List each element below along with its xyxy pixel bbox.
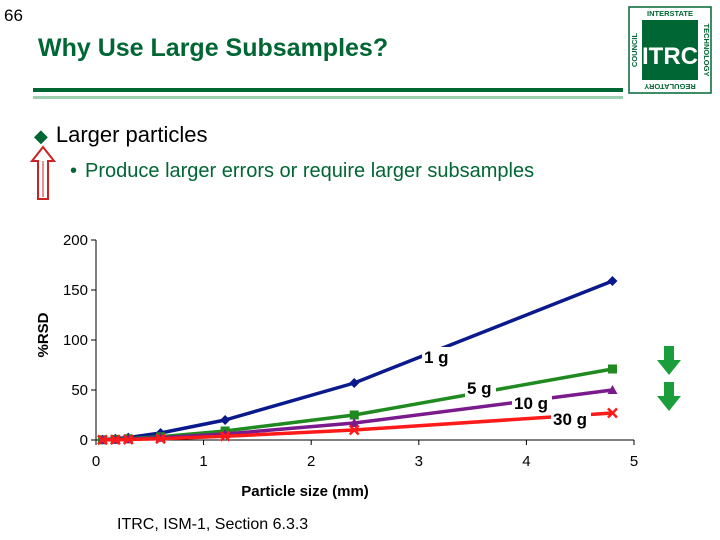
data-point — [97, 434, 108, 446]
series-label-bg — [551, 409, 591, 429]
data-point — [349, 410, 359, 420]
data-point — [607, 385, 618, 394]
data-point — [607, 364, 617, 374]
series-label-bg — [512, 393, 552, 413]
slide-number: 66 — [4, 6, 23, 25]
series-label: 5 g — [467, 379, 492, 398]
series-label: 10 g — [514, 394, 548, 413]
diamond-bullet-icon: ◆ — [34, 126, 48, 146]
series-label: 30 g — [553, 410, 587, 429]
x-tick-label: 2 — [307, 453, 315, 470]
data-point — [348, 424, 360, 436]
dot-bullet-icon: • — [70, 160, 78, 182]
chart-axes: 0 50 100 150 200 0 1 2 3 4 5 Particle size (mm) %RSD — [35, 232, 638, 500]
rsd-chart: 0 50 100 150 200 0 1 2 3 4 5 Particle size (mm) %RSD… — [35, 232, 638, 500]
logo-ring-left: COUNCIL — [630, 33, 639, 68]
x-axis-label: Particle size (mm) — [241, 483, 369, 500]
x-tick-label: 5 — [630, 453, 638, 470]
up-arrow-icon — [30, 145, 56, 200]
x-tick-label: 4 — [522, 453, 530, 470]
bullet-level2-text: Produce larger errors or require larger … — [85, 160, 535, 182]
bullet-level2: • Produce larger errors or require larger… — [70, 160, 534, 183]
data-point — [349, 418, 360, 427]
logo-ring-bottom: REGULATORY — [644, 82, 696, 91]
logo-ring-right: TECHNOLOGY — [702, 24, 711, 77]
x-tick-label: 0 — [92, 453, 100, 470]
data-point — [219, 430, 231, 442]
chart-series — [97, 276, 618, 446]
down-arrow-icon — [657, 382, 681, 411]
data-point — [155, 433, 166, 445]
bullet-level1: ◆ Larger particles — [34, 122, 207, 148]
y-tick-label: 50 — [71, 382, 88, 399]
data-point — [607, 276, 618, 286]
down-arrow-icon — [657, 346, 681, 375]
title-rule-light — [33, 96, 623, 99]
y-tick-label: 0 — [80, 432, 88, 449]
y-tick-label: 100 — [63, 332, 88, 349]
y-axis-label: %RSD — [35, 312, 52, 357]
series-label-bg — [422, 347, 453, 367]
bullet-level1-text: Larger particles — [55, 122, 208, 147]
data-point — [220, 415, 231, 425]
y-tick-label: 200 — [63, 232, 88, 249]
series-label: 1 g — [424, 348, 449, 367]
slide-title: Why Use Large Subsamples? — [38, 34, 389, 62]
title-rule-dark — [33, 88, 623, 92]
data-point — [607, 407, 618, 419]
x-tick-label: 1 — [199, 453, 207, 470]
footer-citation: ITRC, ISM-1, Section 6.3.3 — [117, 516, 309, 533]
chart-series-labels: 1 g 5 g 10 g 30 g — [422, 347, 591, 429]
itrc-logo: ITRC INTERSTATE REGULATORY COUNCIL TECHN… — [626, 4, 714, 96]
series-label-bg — [465, 378, 496, 398]
data-point — [122, 434, 134, 445]
logo-word: ITRC — [642, 43, 698, 70]
x-tick-label: 3 — [415, 453, 423, 470]
data-point — [109, 434, 121, 446]
logo-ring-top: INTERSTATE — [647, 9, 693, 18]
data-point — [349, 378, 360, 388]
y-tick-label: 150 — [63, 282, 88, 299]
